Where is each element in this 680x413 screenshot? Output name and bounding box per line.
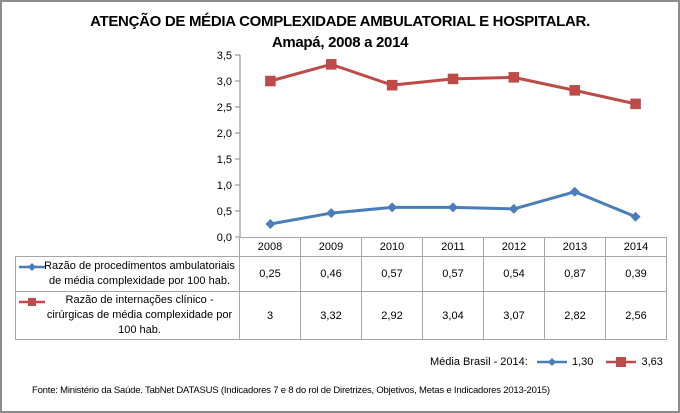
diamond-marker-icon (536, 358, 567, 367)
brasil-ambulatorial-value: 1,30 (571, 356, 594, 369)
legend-label: Razão de procedimentos ambulatoriais de m… (44, 260, 235, 287)
table-header-row: 2008 2009 2010 2011 2012 2013 2014 (16, 237, 667, 257)
data-label: 0,54 (483, 256, 545, 292)
data-point-square (386, 79, 398, 91)
data-point-diamond (630, 211, 641, 222)
square-marker-icon (19, 298, 45, 306)
data-point-square (569, 85, 580, 96)
data-point-diamond (448, 202, 458, 213)
data-label: 0,39 (605, 256, 667, 292)
diamond-marker-icon (19, 263, 45, 271)
series-layer (265, 59, 641, 229)
table-row: Razão de internações clínico - cirúrgicas… (15, 291, 667, 340)
data-label: 0,57 (422, 256, 484, 292)
x-tick-label: 2013 (544, 237, 606, 257)
legend-entry-ambulatorial: Razão de procedimentos ambulatoriais de m… (15, 256, 240, 292)
source-note: Fonte: Ministério da Saúde. TabNet DATAS… (32, 385, 550, 396)
data-point-diamond (508, 203, 519, 214)
data-label: 3,07 (483, 291, 545, 340)
y-tick-label: 0,5 (217, 206, 232, 218)
brasil-average: Média Brasil - 2014: 1,30 3,63 (430, 356, 663, 368)
y-tick-label: 1,5 (217, 154, 232, 166)
y-tick-label: 1,0 (217, 180, 232, 192)
data-point-diamond (265, 219, 276, 229)
square-marker-icon (606, 357, 637, 368)
data-label: 3,32 (300, 291, 362, 340)
data-point-diamond (569, 186, 580, 197)
table-corner (16, 238, 240, 257)
data-point-square (326, 59, 337, 70)
brasil-internacoes-value: 3,63 (641, 356, 663, 369)
data-label: 2,92 (361, 291, 423, 340)
data-label: 0,87 (544, 256, 606, 292)
x-tick-label: 2014 (605, 237, 667, 257)
y-tick-label: 3,0 (217, 76, 232, 88)
data-label: 0,25 (239, 256, 301, 292)
x-tick-label: 2012 (483, 237, 545, 257)
y-tick-label: 0,0 (217, 232, 232, 244)
x-tick-label: 2009 (300, 237, 362, 257)
data-label: 0,46 (300, 256, 362, 292)
legend-label: Razão de internações clínico - cirúrgicas… (46, 294, 233, 336)
x-tick-label: 2010 (361, 237, 423, 257)
data-label: 3,04 (422, 291, 484, 340)
data-table: 2008 2009 2010 2011 2012 2013 2014 Razão de pr… (15, 237, 667, 340)
data-label: 3 (239, 291, 301, 340)
x-tick-label: 2008 (239, 237, 301, 257)
chart-subtitle: Amapá, 2008 a 2014 (271, 34, 409, 51)
data-label: 2,82 (544, 291, 606, 340)
chart-title: ATENÇÃO DE MÉDIA COMPLEXIDADE AMBULATORI… (90, 13, 590, 30)
data-point-diamond (387, 202, 398, 213)
data-label: 0,57 (361, 256, 423, 292)
y-tick-label: 3,5 (217, 50, 232, 62)
y-tick-label: 2,5 (217, 102, 232, 114)
data-point-square (265, 75, 276, 87)
data-point-square (630, 98, 641, 110)
y-axis: 0,0 0,5 1,0 1,5 2,0 2,5 3,0 3,5 (217, 50, 241, 244)
brasil-average-label: Média Brasil - 2014: (430, 356, 528, 369)
x-tick-label: 2011 (422, 237, 484, 257)
data-point-square (447, 73, 459, 85)
table-row: Razão de procedimentos ambulatoriais de m… (15, 256, 667, 292)
legend-entry-internacoes: Razão de internações clínico - cirúrgicas… (15, 291, 240, 340)
data-label: 2,56 (605, 291, 667, 340)
y-tick-label: 2,0 (217, 128, 232, 140)
data-point-diamond (326, 208, 337, 219)
data-point-square (508, 72, 520, 83)
